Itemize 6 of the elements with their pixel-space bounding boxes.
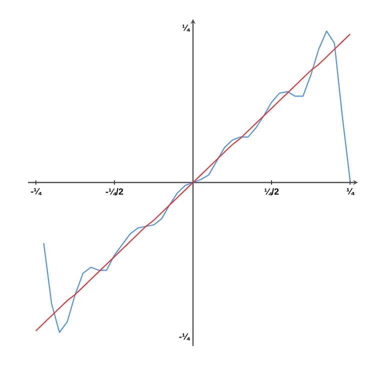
text: -¼: [179, 333, 190, 340]
x-tick-label: -¼/2: [106, 188, 124, 196]
x-tick-label: ¼/2: [264, 188, 279, 196]
x-tick-label: -¼: [30, 188, 42, 196]
x-tick-label: ¼: [346, 188, 354, 196]
annotation: ¼: [182, 24, 190, 32]
